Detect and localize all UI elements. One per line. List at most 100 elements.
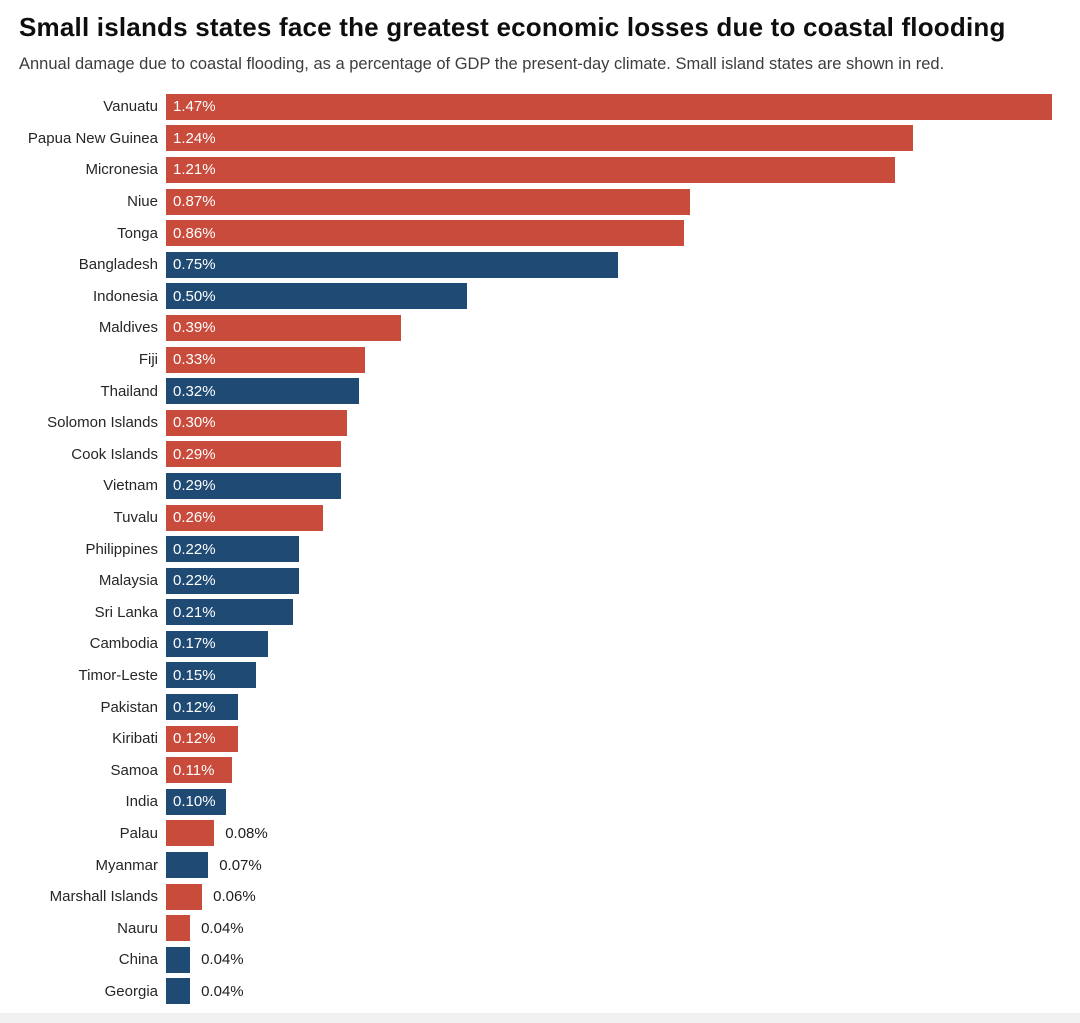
country-label: Cambodia: [89, 635, 158, 653]
bar-track: 0.07%: [166, 852, 1080, 879]
country-label: Vanuatu: [103, 98, 158, 116]
value-label: 0.07%: [219, 856, 262, 874]
country-label: India: [125, 793, 158, 811]
bar-track: 0.22%: [166, 567, 1080, 594]
bar-track: 0.21%: [166, 599, 1080, 626]
country-label: Myanmar: [95, 856, 158, 874]
bar-track: 0.32%: [166, 378, 1080, 405]
bar: 0.12%: [166, 694, 239, 721]
bar-track: 0.26%: [166, 504, 1080, 531]
country-label: Nauru: [117, 919, 158, 937]
country-label: Fiji: [138, 351, 158, 369]
bar-track: 0.04%: [166, 978, 1080, 1005]
country-label: Kiribati: [112, 730, 158, 748]
value-label: 0.06%: [213, 888, 256, 906]
bar: 0.32%: [166, 378, 359, 405]
bar-row: Malaysia 0.22%: [0, 565, 1080, 597]
bar-track: 0.12%: [166, 725, 1080, 752]
bar-track: 0.10%: [166, 788, 1080, 815]
country-label: Pakistan: [100, 698, 158, 716]
value-label: 1.21%: [173, 161, 216, 179]
bar-row: Cambodia 0.17%: [0, 628, 1080, 660]
bar: 0.17%: [166, 630, 269, 657]
country-label: Cook Islands: [71, 445, 158, 463]
bar-row: China 0.04%: [0, 944, 1080, 976]
bar-track: 0.06%: [166, 883, 1080, 910]
bar: 0.11%: [166, 757, 233, 784]
value-label: 0.15%: [173, 666, 216, 684]
bar-track: 0.17%: [166, 630, 1080, 657]
country-label: Tuvalu: [113, 509, 158, 527]
bar-row: Cook Islands 0.29%: [0, 439, 1080, 471]
country-label: Vietnam: [103, 477, 158, 495]
bar-row: Indonesia 0.50%: [0, 281, 1080, 313]
bar: 0.22%: [166, 567, 299, 594]
bar-row: Nauru 0.04%: [0, 912, 1080, 944]
bar: 0.29%: [166, 472, 341, 499]
bar: 0.75%: [166, 251, 619, 278]
value-label: 0.39%: [173, 319, 216, 337]
bar: 0.12%: [166, 725, 239, 752]
bar-row: Marshall Islands 0.06%: [0, 881, 1080, 913]
value-label: 0.75%: [173, 256, 216, 274]
bar-track: 0.15%: [166, 662, 1080, 689]
country-label: Indonesia: [92, 287, 158, 305]
bottom-strip: [0, 1013, 1080, 1023]
bar-track: 0.33%: [166, 346, 1080, 373]
value-label: 0.50%: [173, 287, 216, 305]
bar-row: Kiribati 0.12%: [0, 723, 1080, 755]
bar: [166, 978, 191, 1005]
bar-track: 1.21%: [166, 156, 1080, 183]
country-label: Marshall Islands: [49, 888, 158, 906]
bar-track: 0.87%: [166, 188, 1080, 215]
value-label: 0.11%: [173, 761, 215, 779]
bar: 1.21%: [166, 156, 896, 183]
country-label: Niue: [127, 193, 158, 211]
bar-row: Myanmar 0.07%: [0, 849, 1080, 881]
value-label: 1.47%: [173, 98, 216, 116]
country-label: Thailand: [100, 382, 158, 400]
bar-track: 0.50%: [166, 283, 1080, 310]
bar-row: Vanuatu 1.47%: [0, 91, 1080, 123]
country-label: Timor-Leste: [78, 666, 158, 684]
country-label: Bangladesh: [78, 256, 158, 274]
bar-row: Palau 0.08%: [0, 818, 1080, 850]
bar-track: 0.04%: [166, 946, 1080, 973]
value-label: 0.04%: [201, 951, 244, 969]
chart-subtitle: Annual damage due to coastal flooding, a…: [19, 55, 945, 73]
value-label: 1.24%: [173, 129, 216, 147]
bar-row: Tonga 0.86%: [0, 217, 1080, 249]
bar-track: 0.04%: [166, 915, 1080, 942]
bar-track: 0.39%: [166, 314, 1080, 341]
value-label: 0.10%: [173, 793, 216, 811]
country-label: Malaysia: [98, 572, 158, 590]
bar-track: 0.08%: [166, 820, 1080, 847]
country-label: Palau: [119, 824, 158, 842]
bar-row: Fiji 0.33%: [0, 344, 1080, 376]
bar-row: Solomon Islands 0.30%: [0, 407, 1080, 439]
bar: [166, 852, 209, 879]
bar: 0.50%: [166, 283, 468, 310]
bar: [166, 946, 191, 973]
value-label: 0.30%: [173, 414, 216, 432]
bar-track: 0.11%: [166, 757, 1080, 784]
bar: 0.87%: [166, 188, 691, 215]
bar: 1.24%: [166, 125, 914, 152]
country-label: Philippines: [85, 540, 158, 558]
bar-chart: Vanuatu 1.47% Papua New Guinea 1.24% Microne…: [0, 91, 1080, 1007]
bar: [166, 915, 191, 942]
bar-row: Thailand 0.32%: [0, 375, 1080, 407]
bar-row: Pakistan 0.12%: [0, 691, 1080, 723]
bar: 0.33%: [166, 346, 365, 373]
value-label: 0.22%: [173, 572, 216, 590]
bar-row: Sri Lanka 0.21%: [0, 597, 1080, 629]
bar-track: 0.30%: [166, 409, 1080, 436]
country-label: Sri Lanka: [94, 603, 158, 621]
bar-row: India 0.10%: [0, 786, 1080, 818]
bar: 0.22%: [166, 536, 299, 563]
value-label: 0.32%: [173, 382, 216, 400]
bar: 0.26%: [166, 504, 323, 531]
value-label: 0.04%: [201, 982, 244, 1000]
value-label: 0.26%: [173, 509, 216, 527]
bar-row: Georgia 0.04%: [0, 976, 1080, 1008]
